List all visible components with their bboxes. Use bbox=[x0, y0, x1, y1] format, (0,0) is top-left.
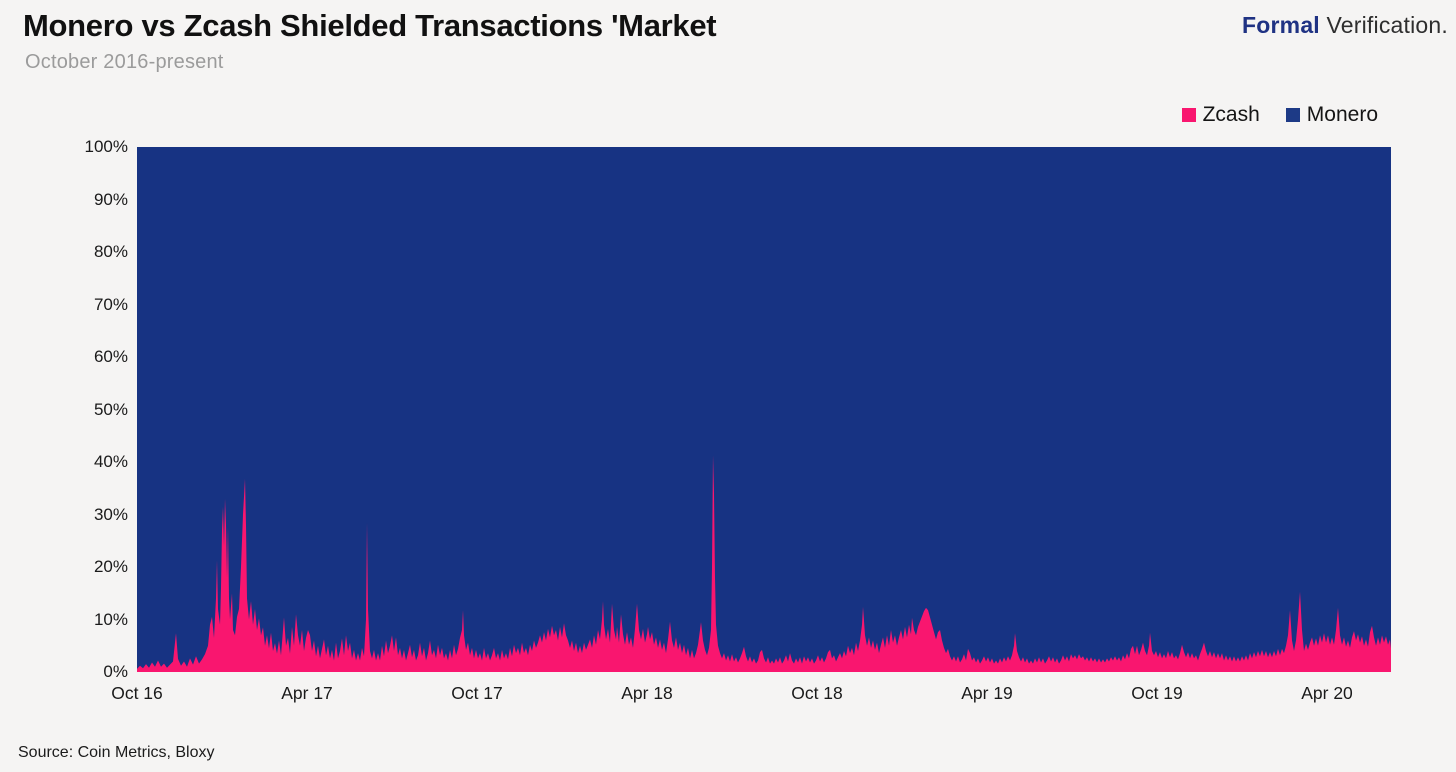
x-tick-label: Apr 18 bbox=[621, 683, 673, 703]
y-tick-label: 20% bbox=[93, 557, 128, 576]
y-tick-label: 70% bbox=[93, 294, 128, 314]
legend-item-monero: Monero bbox=[1285, 103, 1378, 127]
plot-area bbox=[137, 147, 1391, 672]
brand-formal: Formal bbox=[1242, 12, 1320, 38]
legend: Zcash Monero bbox=[1181, 103, 1378, 127]
x-tick-label: Oct 16 bbox=[111, 683, 163, 703]
monero-swatch-icon bbox=[1285, 108, 1300, 122]
y-tick-label: 90% bbox=[93, 189, 128, 209]
zcash-area bbox=[137, 455, 1391, 672]
x-tick-label: Oct 19 bbox=[1131, 683, 1183, 703]
monero-area bbox=[137, 147, 1391, 672]
brand-logo: Formal Verification. bbox=[1242, 12, 1448, 39]
y-tick-label: 30% bbox=[93, 504, 128, 524]
y-tick-label: 40% bbox=[93, 452, 128, 471]
y-tick-label: 60% bbox=[93, 347, 128, 366]
x-tick-label: Oct 18 bbox=[791, 683, 843, 703]
x-tick-label: Apr 19 bbox=[961, 683, 1013, 703]
x-tick-label: Apr 20 bbox=[1301, 683, 1353, 703]
source-note: Source: Coin Metrics, Bloxy bbox=[18, 744, 215, 761]
legend-label-monero: Monero bbox=[1306, 103, 1378, 126]
y-tick-label: 80% bbox=[93, 242, 128, 261]
y-tick-label: 0% bbox=[103, 662, 128, 681]
stacked-area-chart bbox=[137, 147, 1391, 672]
x-tick-label: Oct 17 bbox=[451, 683, 503, 703]
legend-label-zcash: Zcash bbox=[1202, 103, 1260, 126]
chart-title: Monero vs Zcash Shielded Transactions 'M… bbox=[23, 8, 717, 43]
zcash-swatch-icon bbox=[1181, 108, 1196, 122]
y-tick-label: 10% bbox=[93, 609, 128, 629]
legend-item-zcash: Zcash bbox=[1181, 103, 1260, 127]
x-tick-label: Apr 17 bbox=[281, 683, 333, 703]
y-tick-label: 100% bbox=[84, 137, 128, 156]
y-tick-label: 50% bbox=[93, 399, 128, 419]
brand-verification: Verification. bbox=[1326, 12, 1448, 38]
chart-subtitle: October 2016-present bbox=[25, 51, 224, 73]
